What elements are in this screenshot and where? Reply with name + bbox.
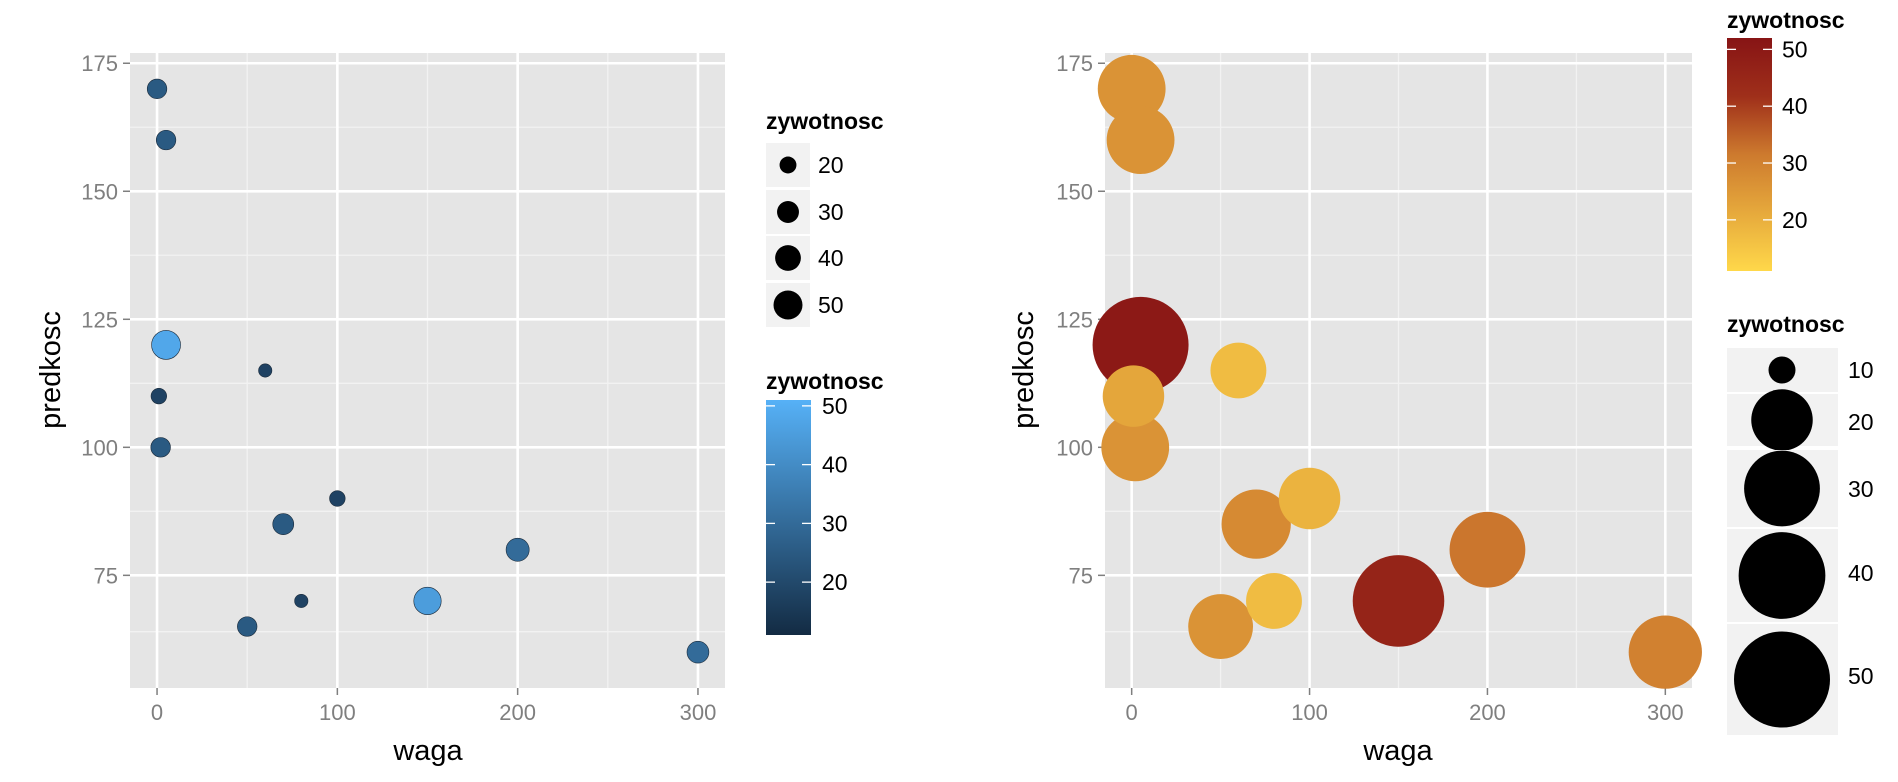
chart-2-color-legend-label: 20 <box>1782 207 1808 233</box>
chart-2: 0 100 200 300 75 100 125 150 175 waga pr… <box>1008 7 1874 767</box>
chart-2-size-legend-label: 50 <box>1848 663 1874 689</box>
chart-1-size-legend-label: 40 <box>818 245 844 271</box>
size-legend-key-point <box>775 245 801 271</box>
chart-2-size-legend-label: 40 <box>1848 560 1874 586</box>
chart-1-color-legend: zywotnosc 20 30 40 50 <box>766 368 884 635</box>
size-legend-key-point <box>1768 356 1796 384</box>
chart-2-y-tick-label: 75 <box>1069 563 1093 588</box>
chart-1-color-bar <box>766 400 811 635</box>
chart-2-color-legend-label: 50 <box>1782 36 1808 62</box>
chart-2-y-tick-label: 100 <box>1056 435 1093 460</box>
data-point <box>150 387 167 405</box>
chart-1-y-tick-label: 175 <box>81 51 118 76</box>
chart-2-color-legend: zywotnosc 20 30 40 50 <box>1727 7 1845 271</box>
chart-2-y-tick-label: 175 <box>1056 51 1093 76</box>
chart-2-size-legend-label: 10 <box>1848 357 1874 383</box>
chart-1-color-legend-title: zywotnosc <box>766 368 884 394</box>
chart-1-color-legend-label: 20 <box>822 569 848 595</box>
chart-2-x-tick-label: 200 <box>1469 700 1506 725</box>
chart-2-points <box>1092 54 1702 689</box>
data-point <box>155 129 177 151</box>
data-point <box>1221 489 1291 559</box>
chart-2-size-legend-label: 30 <box>1848 476 1874 502</box>
data-point <box>272 513 295 535</box>
chart-1-y-tick-label: 125 <box>81 307 118 332</box>
chart-1-color-legend-label: 40 <box>822 452 848 478</box>
data-point <box>1097 54 1166 123</box>
data-point <box>505 537 530 562</box>
chart-2-x-ticks: 0 100 200 300 <box>1126 688 1684 725</box>
chart-1-size-legend-label: 30 <box>818 199 844 225</box>
size-legend-key-point <box>779 156 797 174</box>
chart-1-color-bar-ticks <box>766 405 811 583</box>
chart-1-y-tick-label: 75 <box>94 563 118 588</box>
chart-1-x-tick-label: 300 <box>680 700 717 725</box>
chart-2-size-legend-keys <box>1727 348 1838 735</box>
data-point <box>1101 413 1170 482</box>
data-point <box>686 640 710 664</box>
data-point <box>329 490 346 507</box>
data-point <box>1210 342 1267 399</box>
data-point <box>1106 106 1175 174</box>
data-point <box>150 437 171 458</box>
data-point <box>1102 365 1165 427</box>
chart-1-points <box>146 78 710 664</box>
chart-1-y-tick-label: 150 <box>81 179 118 204</box>
chart-1-size-legend-title: zywotnosc <box>766 108 884 134</box>
chart-2-size-legend-title: zywotnosc <box>1727 311 1845 337</box>
chart-2-y-tick-label: 125 <box>1056 307 1093 332</box>
chart-2-x-tick-label: 300 <box>1647 700 1684 725</box>
data-point <box>1246 573 1302 629</box>
chart-1-size-legend-keys <box>766 143 810 327</box>
chart-1-size-legend: zywotnosc 20 30 40 50 <box>766 108 884 327</box>
data-point <box>1628 615 1702 689</box>
chart-1-grid <box>130 53 725 688</box>
data-point <box>258 363 273 378</box>
chart-2-y-axis-label: predkosc <box>1008 311 1040 429</box>
chart-2-size-legend-label: 20 <box>1848 409 1874 435</box>
chart-2-y-tick-label: 150 <box>1056 179 1093 204</box>
size-legend-key-point <box>1734 631 1830 728</box>
chart-1-x-axis-label: waga <box>392 735 463 767</box>
data-point <box>1092 296 1189 393</box>
chart-1: 0 100 200 300 75 100 125 150 175 waga pr… <box>35 51 884 767</box>
data-point <box>1278 467 1341 530</box>
data-point <box>151 330 181 360</box>
size-legend-key-point <box>777 201 799 223</box>
size-legend-key-point <box>1744 450 1820 527</box>
size-legend-key-point <box>1738 532 1826 619</box>
chart-2-color-legend-title: zywotnosc <box>1727 7 1845 33</box>
chart-1-y-tick-label: 100 <box>81 435 118 460</box>
chart-1-y-ticks: 75 100 125 150 175 <box>81 51 130 588</box>
chart-2-x-tick-label: 0 <box>1126 700 1138 725</box>
chart-1-size-legend-label: 50 <box>818 292 844 318</box>
size-legend-key-point <box>773 290 803 320</box>
chart-1-x-ticks: 0 100 200 300 <box>151 688 716 725</box>
data-point <box>146 78 168 99</box>
data-point <box>1449 511 1526 588</box>
chart-2-y-ticks: 75 100 125 150 175 <box>1056 51 1105 588</box>
chart-1-color-legend-label: 30 <box>822 510 848 536</box>
chart-2-color-bar <box>1727 38 1772 271</box>
chart-1-x-tick-label: 200 <box>499 700 536 725</box>
chart-2-x-tick-label: 100 <box>1291 700 1328 725</box>
chart-1-color-legend-label: 50 <box>822 393 848 419</box>
chart-1-y-axis-label: predkosc <box>35 311 67 429</box>
data-point <box>1352 555 1445 647</box>
chart-2-size-legend: zywotnosc 10 20 30 40 50 <box>1727 311 1874 735</box>
data-point <box>413 586 442 615</box>
data-point <box>1188 594 1254 659</box>
chart-2-x-axis-label: waga <box>1362 735 1433 767</box>
data-point <box>237 616 258 637</box>
chart-1-size-legend-label: 20 <box>818 152 844 178</box>
chart-2-color-bar-ticks <box>1727 48 1772 221</box>
chart-1-x-tick-label: 100 <box>319 700 356 725</box>
data-point <box>294 593 309 608</box>
size-legend-key-point <box>1751 389 1813 451</box>
chart-2-color-legend-label: 30 <box>1782 150 1808 176</box>
chart-1-x-tick-label: 0 <box>151 700 163 725</box>
chart-2-color-legend-label: 40 <box>1782 93 1808 119</box>
